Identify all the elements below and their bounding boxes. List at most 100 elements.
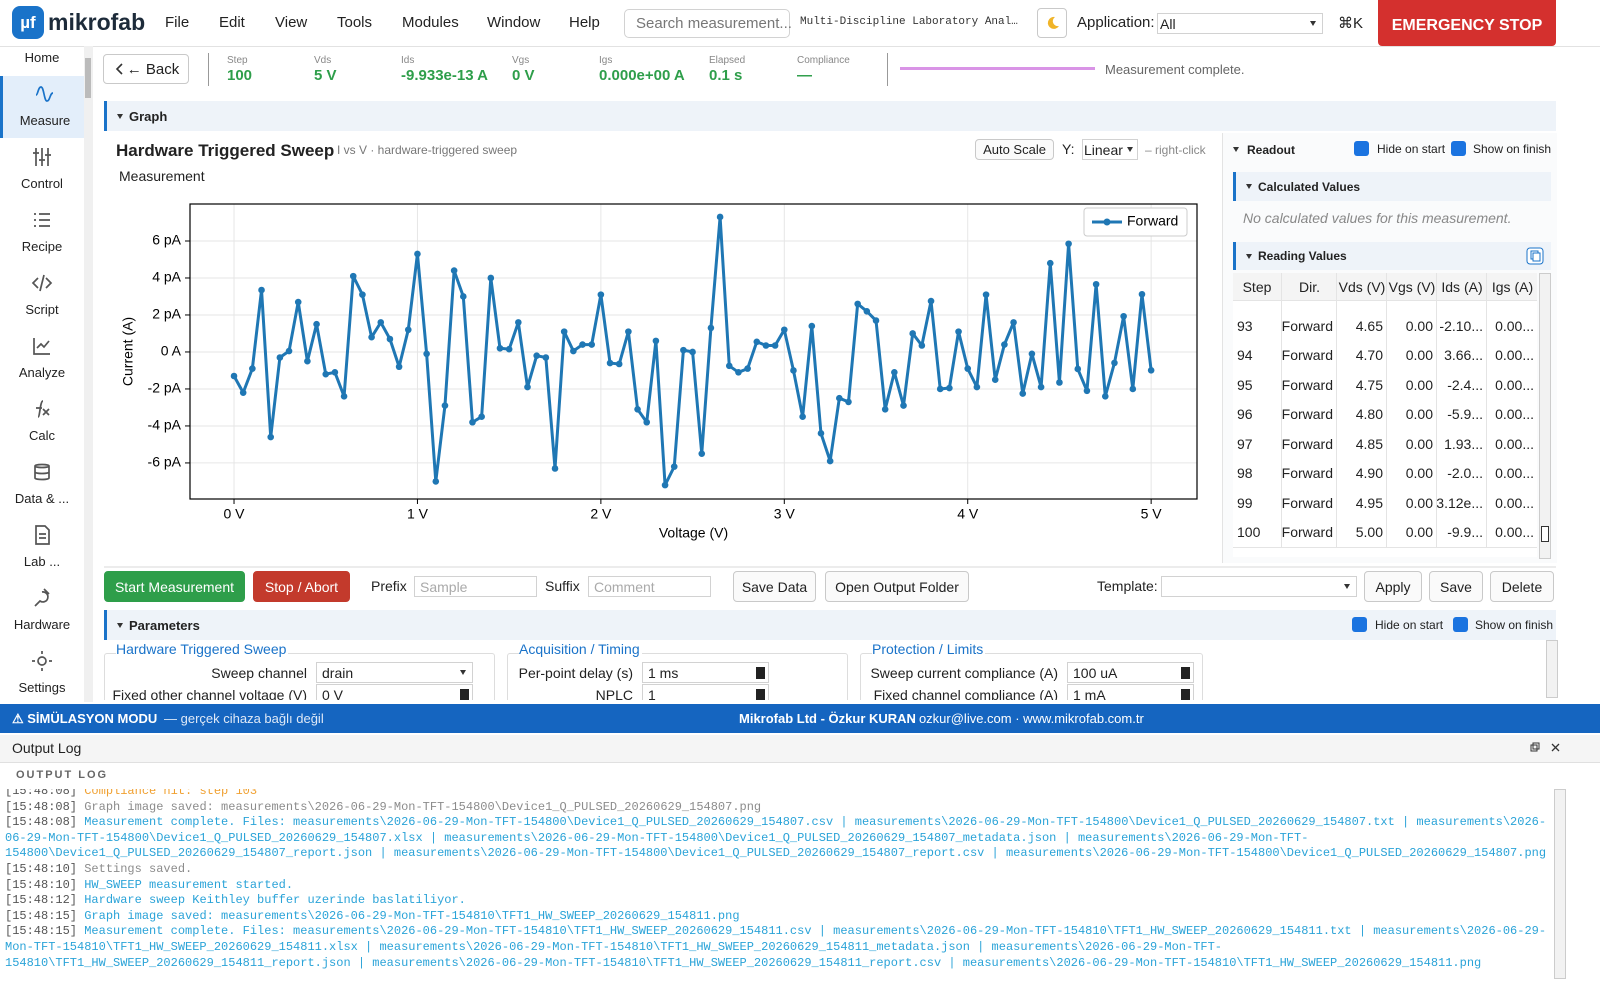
table-scrollbar[interactable] bbox=[1539, 273, 1551, 559]
nav-item[interactable]: Measure bbox=[0, 76, 84, 138]
start-button[interactable]: Start Measurement bbox=[104, 571, 245, 602]
nav-item[interactable]: Hardware bbox=[0, 580, 84, 642]
checkbox[interactable] bbox=[1453, 617, 1468, 632]
params-scrollbar[interactable] bbox=[1546, 640, 1558, 698]
data-point bbox=[762, 342, 770, 349]
menu-item[interactable]: Modules bbox=[402, 14, 459, 31]
copy-icon[interactable] bbox=[1526, 247, 1544, 265]
data-point bbox=[1138, 290, 1146, 298]
data-point bbox=[891, 369, 898, 376]
metric-label: Ids bbox=[401, 55, 415, 66]
nav-label: Recipe bbox=[21, 239, 63, 254]
field-input[interactable]: 1 mA bbox=[1067, 684, 1194, 700]
metric-label: Vgs bbox=[512, 55, 530, 66]
data-point bbox=[560, 328, 568, 335]
reading-header[interactable]: Reading Values bbox=[1233, 242, 1551, 270]
parameters-header[interactable]: Parameters Hide on start Show on finish bbox=[104, 610, 1556, 640]
open-folder-button[interactable]: Open Output Folder bbox=[825, 571, 969, 602]
x-tick-label: 3 V bbox=[774, 506, 796, 522]
field-value: 1 bbox=[648, 686, 656, 701]
data-point bbox=[285, 347, 293, 355]
prefix-label: Prefix bbox=[371, 578, 407, 594]
graph-header[interactable]: Graph bbox=[104, 101, 1556, 131]
menu-item[interactable]: Help bbox=[569, 14, 600, 31]
table-cell: 4.65 bbox=[1336, 310, 1387, 341]
group-box bbox=[860, 653, 1203, 700]
suffix-input[interactable]: Comment bbox=[588, 576, 711, 597]
template-select[interactable] bbox=[1161, 576, 1357, 597]
window-controls[interactable] bbox=[1529, 742, 1569, 754]
table-cell: 3.12e... bbox=[1436, 487, 1487, 518]
menu-item[interactable]: View bbox=[275, 14, 308, 31]
prefix-input[interactable]: Sample bbox=[414, 576, 537, 597]
field-input[interactable]: 1 bbox=[642, 684, 769, 700]
table-cell: -9.9... bbox=[1436, 517, 1487, 547]
table-cell: 0.00... bbox=[1486, 428, 1537, 459]
log-message: Graph image saved: measurements\2026-06-… bbox=[84, 908, 740, 923]
emergency-stop[interactable]: EMERGENCY STOP bbox=[1378, 0, 1556, 46]
field-input[interactable]: 0 V bbox=[316, 684, 473, 700]
suffix-label: Suffix bbox=[545, 578, 580, 594]
menu-item[interactable]: File bbox=[165, 14, 190, 31]
field-value: 1 ms bbox=[648, 664, 679, 681]
log-scrollbar[interactable] bbox=[1554, 789, 1566, 979]
field-input[interactable]: 1 ms bbox=[642, 662, 769, 683]
nav-item[interactable]: Lab ... bbox=[0, 517, 84, 579]
nav-label: Calc bbox=[28, 428, 55, 443]
checkbox[interactable] bbox=[1352, 617, 1367, 632]
y-mode-select[interactable]: Linear bbox=[1082, 139, 1138, 160]
nav-item[interactable]: Analyze bbox=[0, 328, 84, 390]
menu-item[interactable]: Window bbox=[487, 14, 541, 31]
table-cell: 0.00... bbox=[1486, 399, 1537, 429]
menu-item[interactable]: Tools bbox=[337, 14, 373, 31]
nav-item[interactable]: Recipe bbox=[0, 202, 84, 264]
field-input[interactable]: drain bbox=[316, 662, 473, 683]
data-point bbox=[744, 365, 751, 372]
table-cell: 0.00 bbox=[1386, 340, 1437, 370]
table-cell: Forward bbox=[1281, 310, 1337, 341]
nav-item[interactable]: Data & ... bbox=[0, 454, 84, 516]
field-input[interactable]: 100 uA bbox=[1067, 662, 1194, 683]
auto-scale-button[interactable]: Auto Scale bbox=[975, 139, 1054, 160]
metric-value: 0 V bbox=[512, 67, 535, 84]
search-box[interactable]: Search measurement... bbox=[624, 9, 792, 38]
nav-item[interactable]: Calc bbox=[0, 391, 84, 453]
delete-button[interactable]: Delete bbox=[1490, 571, 1554, 602]
nav-item[interactable]: Settings bbox=[0, 643, 84, 702]
data-point bbox=[698, 450, 706, 457]
theme-toggle[interactable] bbox=[1037, 8, 1067, 38]
spinner bbox=[1181, 689, 1190, 700]
sidebar-scrollbar[interactable] bbox=[84, 46, 93, 702]
data-point bbox=[579, 341, 586, 348]
save-data-button[interactable]: Save Data bbox=[733, 571, 816, 602]
nav-item[interactable]: Control bbox=[0, 139, 84, 201]
nav-item[interactable]: Home bbox=[0, 46, 84, 75]
back-button[interactable]: ← Back bbox=[103, 54, 189, 84]
data-point bbox=[680, 346, 687, 354]
x-tick-label: 4 V bbox=[957, 506, 979, 522]
data-point bbox=[1083, 387, 1091, 395]
data-point bbox=[551, 465, 559, 472]
data-point bbox=[1074, 365, 1082, 373]
template-label: Template: bbox=[1097, 578, 1158, 594]
nav-label: Control bbox=[21, 176, 63, 191]
y-axis-label: Current (A) bbox=[120, 317, 136, 386]
menu-item[interactable]: Edit bbox=[219, 14, 245, 31]
field-value: 1 mA bbox=[1073, 686, 1106, 701]
checkbox[interactable] bbox=[1451, 141, 1466, 156]
column-header: Vgs (V) bbox=[1386, 273, 1437, 300]
stop-button[interactable]: Stop / Abort bbox=[253, 571, 350, 602]
calculated-header[interactable]: Calculated Values bbox=[1233, 172, 1551, 201]
log-message: Compliance hit: step 103 bbox=[84, 789, 258, 798]
chart-panel: Hardware Triggered Sweep I vs V · hardwa… bbox=[108, 133, 1218, 563]
data-point bbox=[304, 357, 311, 365]
readout-panel: Readout Hide on start Show on finish Cal… bbox=[1222, 133, 1557, 563]
application-select[interactable]: All bbox=[1157, 13, 1323, 34]
checkbox[interactable] bbox=[1354, 141, 1369, 156]
apply-button[interactable]: Apply bbox=[1364, 571, 1422, 602]
nav-label: Analyze bbox=[18, 365, 66, 380]
nav-item[interactable]: Script bbox=[0, 265, 84, 327]
data-point bbox=[414, 250, 421, 258]
save-button[interactable]: Save bbox=[1429, 571, 1483, 602]
